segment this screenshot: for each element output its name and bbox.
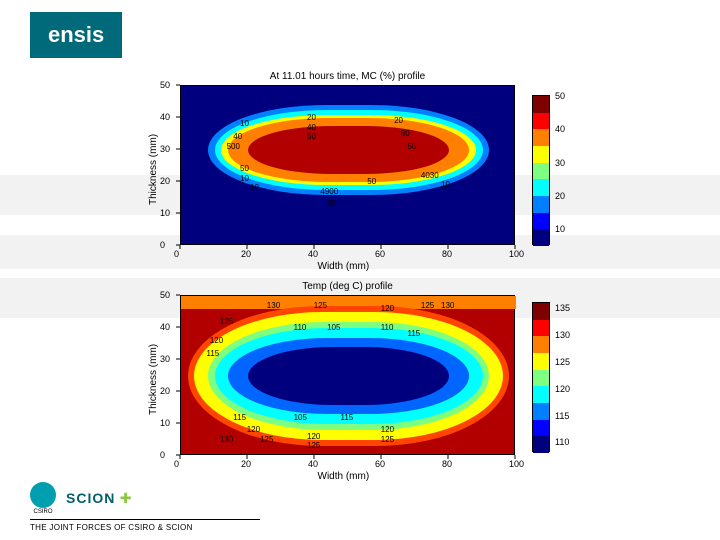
xtick-label: 100 xyxy=(509,459,524,469)
xlabel: Width (mm) xyxy=(318,471,370,482)
colorbar-tick: 40 xyxy=(555,124,565,134)
ytick-label: 20 xyxy=(160,176,170,186)
colorbar-tick: 130 xyxy=(555,330,570,340)
ytick-label: 30 xyxy=(160,354,170,364)
colorbar: 110115120125130135 xyxy=(532,302,550,452)
colorbar-tick: 135 xyxy=(555,303,570,313)
ytick-label: 30 xyxy=(160,144,170,154)
xtick-label: 0 xyxy=(174,459,179,469)
csiro-label: CSIRO xyxy=(30,509,56,515)
ytick-label: 10 xyxy=(160,418,170,428)
colorbar-tick: 30 xyxy=(555,158,565,168)
colorbar-tick: 115 xyxy=(555,411,569,421)
scion-mark-icon: ✚ xyxy=(120,490,132,506)
ytick-label: 0 xyxy=(160,240,165,250)
xtick-label: 40 xyxy=(308,459,318,469)
plot-temp: Temp (deg C) profile13012512012513012512… xyxy=(180,295,515,455)
footer-rule xyxy=(30,519,260,520)
ytick-label: 40 xyxy=(160,322,170,332)
footer: CSIRO SCION ✚ THE JOINT FORCES OF CSIRO … xyxy=(30,482,260,532)
ylabel: Thickness (mm) xyxy=(148,134,159,205)
xtick-label: 40 xyxy=(308,249,318,259)
colorbar-tick: 10 xyxy=(555,224,565,234)
ytick-label: 50 xyxy=(160,290,170,300)
ytick-label: 50 xyxy=(160,80,170,90)
xtick-label: 60 xyxy=(375,459,385,469)
colorbar-tick: 125 xyxy=(555,357,570,367)
xtick-label: 100 xyxy=(509,249,524,259)
colorbar-tick: 50 xyxy=(555,91,565,101)
csiro-logo-icon xyxy=(30,482,56,508)
scion-label: SCION xyxy=(66,490,115,506)
xtick-label: 60 xyxy=(375,249,385,259)
ytick-label: 0 xyxy=(160,450,165,460)
colorbar: 1020304050 xyxy=(532,95,550,245)
xtick-label: 20 xyxy=(241,459,251,469)
colorbar-tick: 110 xyxy=(555,437,569,447)
brand-logo: ensis xyxy=(30,12,122,58)
xtick-label: 80 xyxy=(442,249,452,259)
xlabel: Width (mm) xyxy=(318,261,370,272)
ytick-label: 40 xyxy=(160,112,170,122)
xtick-label: 0 xyxy=(174,249,179,259)
colorbar-tick: 20 xyxy=(555,191,565,201)
plot-mc: At 11.01 hours time, MC (%) profile10405… xyxy=(180,85,515,245)
xtick-label: 80 xyxy=(442,459,452,469)
plot-title: At 11.01 hours time, MC (%) profile xyxy=(180,71,515,82)
ytick-label: 20 xyxy=(160,386,170,396)
colorbar-tick: 120 xyxy=(555,384,570,394)
xtick-label: 20 xyxy=(241,249,251,259)
brand-logo-text: ensis xyxy=(48,22,104,47)
ylabel: Thickness (mm) xyxy=(148,344,159,415)
footer-tagline: THE JOINT FORCES OF CSIRO & SCION xyxy=(30,523,260,532)
plot-title: Temp (deg C) profile xyxy=(180,281,515,292)
ytick-label: 10 xyxy=(160,208,170,218)
